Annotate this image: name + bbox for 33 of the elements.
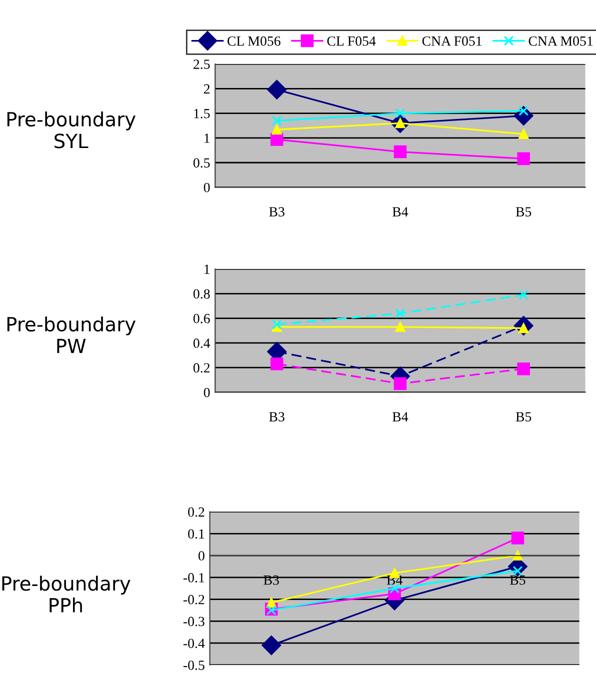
- y-axis-title: Pre-boundary PPh: [2, 576, 130, 612]
- x-tick-label: B4: [392, 412, 408, 422]
- y-tick-label: 0: [204, 388, 210, 398]
- x-tick-label: B5: [516, 412, 532, 422]
- y-axis-title: Pre-boundary SYL: [7, 112, 136, 148]
- y-tick-label: -0.1: [183, 573, 204, 582]
- y-tick-label: -0.3: [183, 616, 204, 626]
- legend-label: CL F054: [327, 36, 376, 46]
- y-tick-label: 2: [204, 84, 210, 94]
- y-tick-label: -0.2: [183, 594, 204, 604]
- y-tick-label: -0.4: [183, 638, 205, 648]
- x-tick-label: B3: [269, 207, 284, 216]
- y-tick-label: 1: [204, 264, 210, 274]
- x-tick-label: B3: [269, 412, 284, 422]
- y-tick-label: 0.2: [193, 363, 210, 373]
- y-tick-label: -0.5: [183, 660, 204, 670]
- y-tick-label: 0.2: [188, 507, 204, 517]
- x-tick-label: B5: [516, 207, 532, 216]
- y-tick-label: 0.5: [193, 158, 210, 168]
- y-tick-label: 1.5: [194, 108, 210, 118]
- y-tick-label: 1: [204, 134, 210, 143]
- y-tick-label: 0.8: [193, 289, 210, 299]
- y-tick-label: 2.5: [194, 60, 210, 70]
- y-tick-label: 0.4: [193, 338, 210, 348]
- y-tick-label: 0.6: [193, 314, 210, 324]
- y-tick-label: 0.1: [188, 529, 204, 539]
- y-tick-label: 0: [198, 551, 204, 561]
- legend-label: CNA M051: [528, 36, 593, 46]
- legend-label: CL M056: [228, 36, 280, 46]
- x-tick-label: B4: [392, 207, 408, 216]
- y-tick-label: 0: [204, 182, 210, 192]
- y-axis-title: Pre-boundary PW: [7, 316, 136, 354]
- legend-label: CNA F051: [422, 36, 482, 46]
